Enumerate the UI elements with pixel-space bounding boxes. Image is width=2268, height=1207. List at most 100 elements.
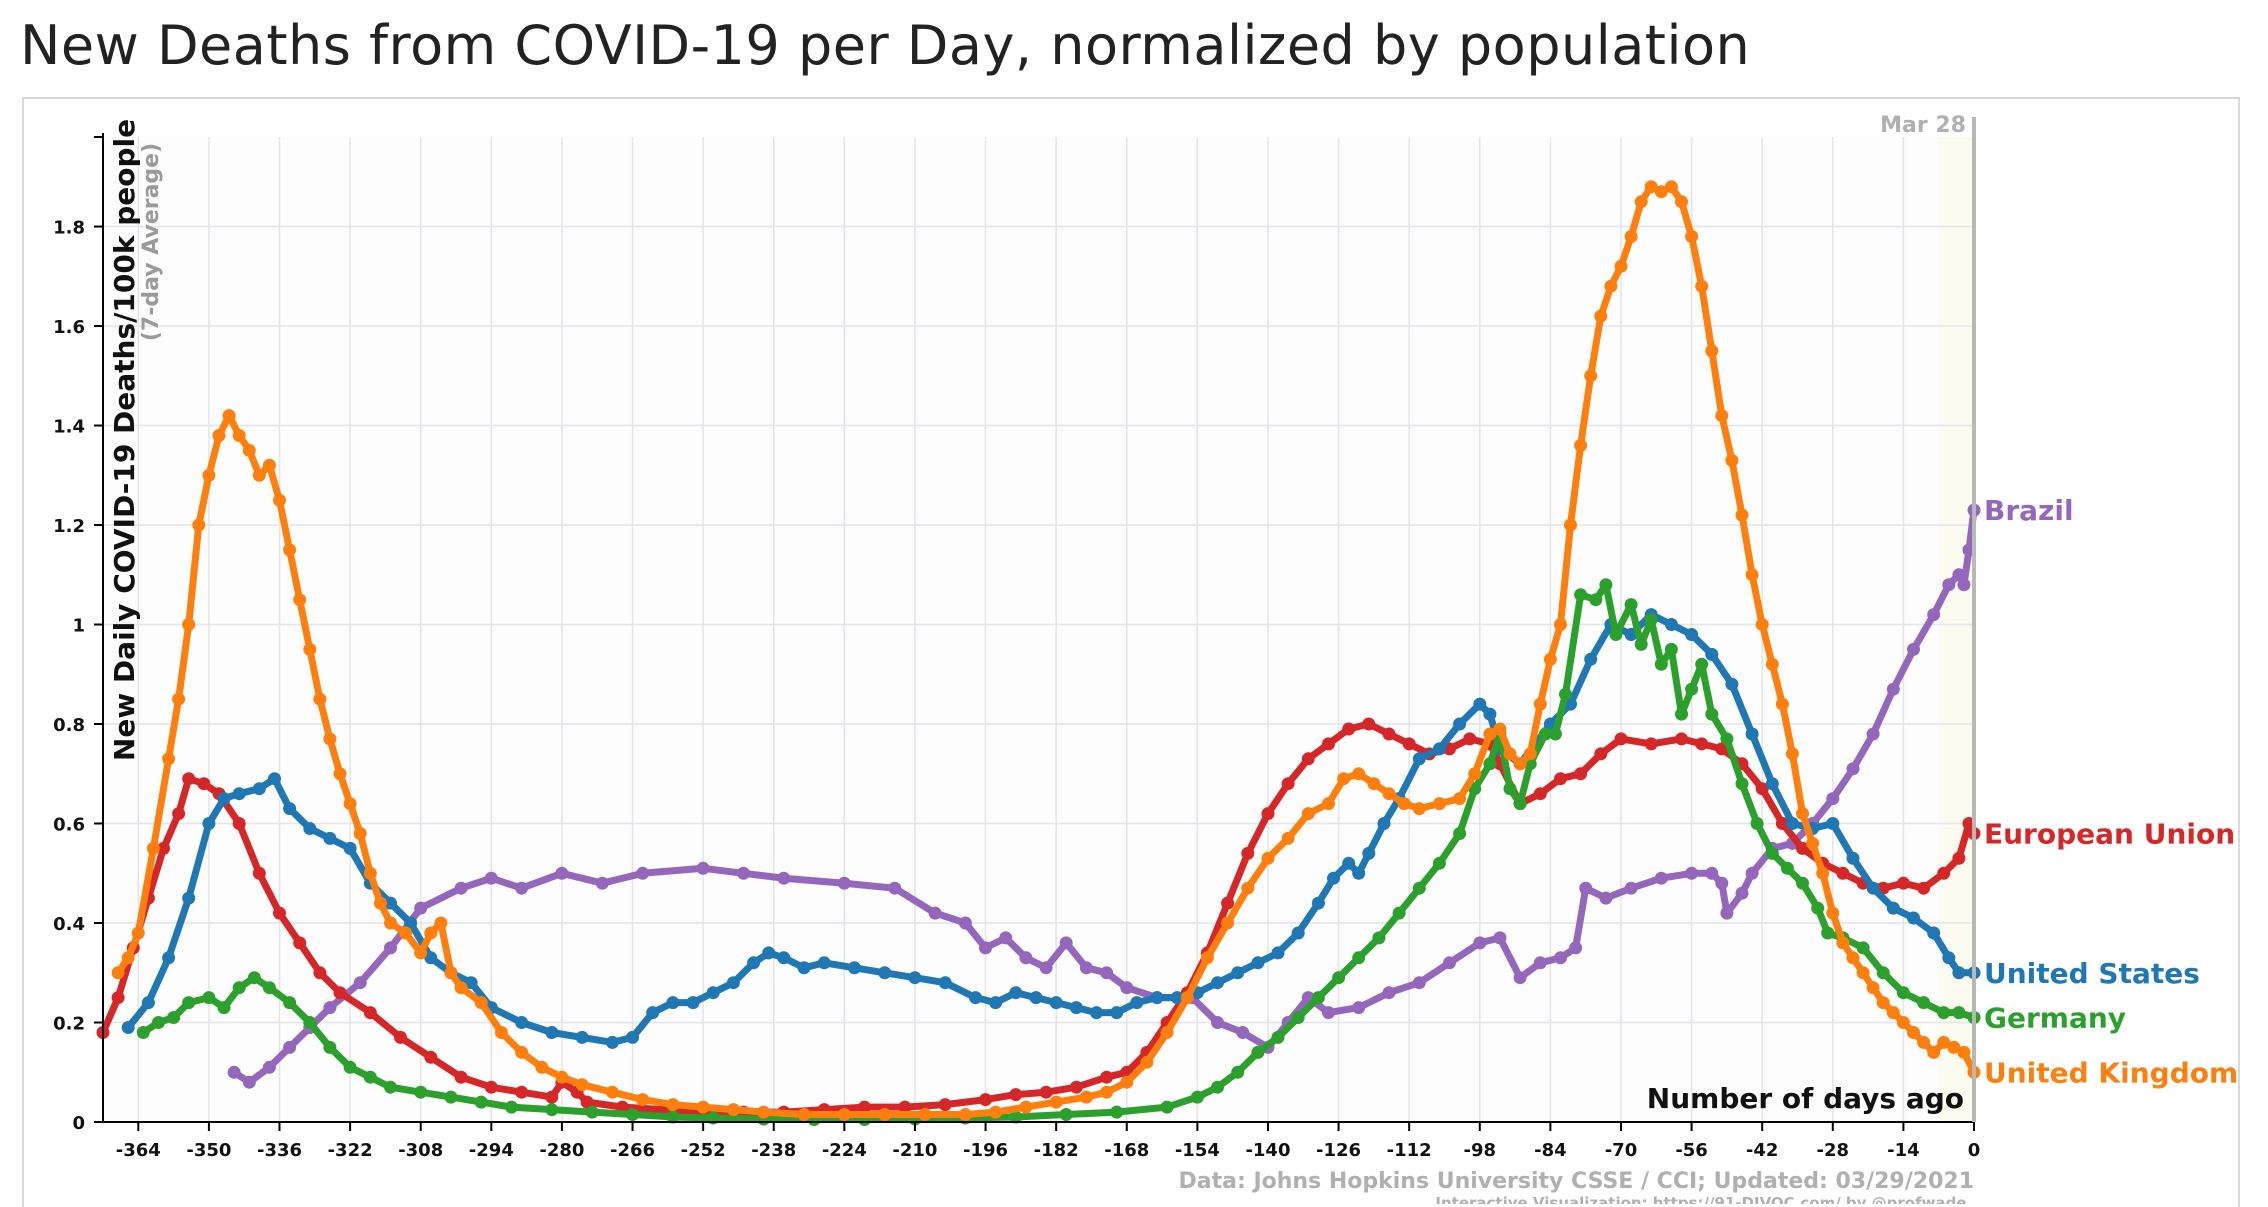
data-point (1322, 1006, 1335, 1020)
data-point (434, 916, 448, 930)
data-point (333, 986, 347, 1000)
data-point (1523, 747, 1537, 761)
y-tick-label: 0 (72, 1113, 85, 1134)
data-point (484, 871, 498, 885)
x-tick-label: -70 (1605, 1140, 1638, 1161)
data-point (1049, 996, 1063, 1010)
data-point (1301, 752, 1315, 766)
data-point (726, 1103, 740, 1117)
data-point (958, 916, 972, 930)
data-point (1140, 1055, 1154, 1069)
data-point (979, 1093, 992, 1107)
data-point (1513, 971, 1527, 985)
data-point (1634, 195, 1648, 209)
data-point (1538, 727, 1552, 741)
data-point (1453, 717, 1467, 731)
x-axis-title: Number of days ago (1647, 1082, 1964, 1115)
data-point (1069, 1080, 1083, 1094)
data-point (1705, 344, 1719, 358)
data-point (1609, 628, 1623, 641)
data-point (217, 792, 231, 806)
data-point (575, 1030, 589, 1044)
data-point (1271, 1030, 1285, 1044)
data-point (1559, 687, 1572, 701)
data-point (373, 896, 387, 910)
data-point (1886, 682, 1900, 696)
x-tick-label: -308 (398, 1140, 443, 1161)
data-point (1725, 453, 1739, 467)
x-tick-label: -196 (963, 1140, 1008, 1161)
data-point (353, 976, 367, 990)
data-point (1599, 891, 1613, 905)
data-point (414, 1085, 428, 1099)
data-point (1952, 1006, 1966, 1020)
data-point (111, 991, 125, 1005)
data-point (1392, 906, 1406, 920)
data-point (1009, 986, 1023, 1000)
x-tick-label: -168 (1104, 1140, 1149, 1161)
data-point (1735, 777, 1749, 791)
data-point (636, 1093, 650, 1107)
data-point (878, 1108, 892, 1121)
data-point (908, 971, 922, 985)
x-tick-label: -98 (1464, 1140, 1497, 1161)
data-point (182, 618, 196, 631)
data-point (1826, 817, 1840, 830)
data-point (1009, 1088, 1023, 1102)
data-point (1785, 747, 1799, 761)
data-point (1644, 613, 1658, 627)
data-point (1720, 906, 1734, 920)
data-point (222, 409, 236, 423)
data-point (1574, 767, 1588, 781)
date-marker-label: Mar 28 (1880, 113, 1966, 138)
data-point (262, 458, 276, 472)
data-point (1644, 180, 1658, 194)
series-labels: Brazil European Union United States Germany… (1983, 493, 2239, 1090)
data-point (1130, 996, 1144, 1010)
data-point (1453, 792, 1467, 806)
data-point (1765, 657, 1779, 671)
data-point (1952, 966, 1966, 980)
data-point (252, 782, 266, 796)
data-point (1533, 956, 1547, 970)
x-tick-label: -84 (1534, 1140, 1567, 1161)
data-point (1342, 722, 1356, 736)
y-tick-label: 0.8 (53, 715, 85, 736)
data-point (1291, 926, 1305, 940)
data-point (817, 956, 831, 970)
data-point (353, 827, 367, 840)
data-point (1261, 851, 1275, 865)
data-point (1211, 1016, 1224, 1029)
data-point (293, 593, 307, 607)
data-point (605, 1085, 619, 1099)
data-point (384, 916, 397, 930)
data-point (1019, 951, 1033, 965)
data-point (1079, 1090, 1093, 1104)
data-point (706, 986, 720, 1000)
data-point (172, 807, 186, 821)
data-point (283, 1040, 297, 1054)
data-point (878, 966, 892, 980)
data-point (464, 976, 478, 990)
data-point (202, 991, 216, 1005)
data-point (555, 866, 569, 880)
data-point (1090, 1006, 1103, 1020)
x-tick-label: -42 (1746, 1140, 1779, 1161)
data-point (1513, 797, 1527, 811)
data-point (515, 1016, 529, 1029)
series-group (96, 180, 1981, 1126)
data-point (343, 797, 357, 811)
data-point (131, 926, 145, 940)
data-point (1735, 508, 1749, 522)
data-point (1745, 866, 1759, 880)
data-point (444, 1090, 458, 1104)
data-point (575, 1078, 589, 1092)
data-point (1705, 647, 1719, 661)
data-point (363, 866, 377, 880)
data-point (1443, 956, 1456, 970)
data-point (283, 996, 297, 1010)
data-point (1337, 772, 1351, 786)
data-point (1876, 996, 1890, 1010)
data-point (1957, 1045, 1971, 1059)
data-point (212, 429, 226, 442)
